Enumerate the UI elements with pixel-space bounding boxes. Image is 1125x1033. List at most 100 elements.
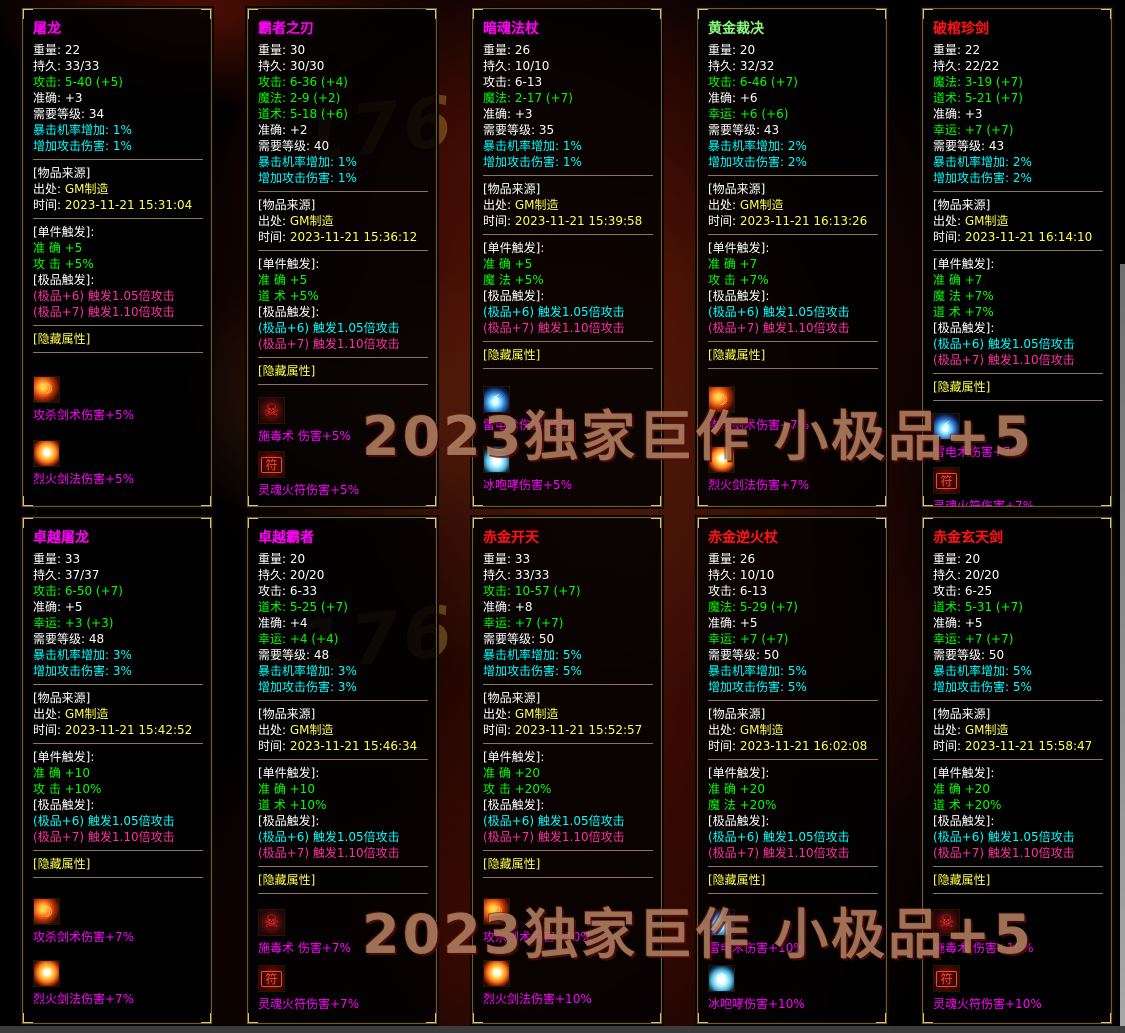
item-source-block: [物品来源] 出处: GM制造 时间: 2023-11-21 15:39:58 — [483, 181, 655, 229]
item-stats-block: 重量: 20 持久: 20/20 攻击: 6-33 道术: 5-25 (+7) 准确: … — [258, 551, 430, 695]
single-trigger-line: 准 确 +20 — [933, 782, 990, 796]
stat-line-持久: 持久: 33/33 — [483, 568, 550, 582]
source-origin-line: 出处: GM制造 — [33, 707, 109, 721]
section-divider — [933, 866, 1103, 867]
single-trigger-line: 准 确 +5 — [33, 241, 83, 255]
stat-line-重量: 重量: 20 — [258, 552, 306, 566]
hidden-attrs-items: ⚡ 雷电术伤害+10% ❄ 冰咆哮伤害+10% — [708, 899, 880, 1017]
source-time-value: 2023-11-21 16:14:10 — [964, 230, 1093, 244]
source-time-value: 2023-11-21 15:42:52 — [64, 723, 193, 737]
item-tooltip-panel: 卓越霸者 重量: 20 持久: 20/20 攻击: 6-33 道术: 5-25 (+7… — [247, 517, 437, 1024]
stat-line-幸运: 幸运: +7 (+7) — [933, 123, 1014, 137]
section-divider — [258, 191, 428, 192]
source-time-line: 时间: 2023-11-21 16:14:10 — [933, 230, 1093, 244]
hidden-attr-text: 灵魂火符伤害+7% — [933, 499, 1035, 507]
source-time-line: 时间: 2023-11-21 15:58:47 — [933, 739, 1093, 753]
section-divider — [258, 357, 428, 358]
hidden-attr-item: ☠ 施毒术 伤害+10% — [933, 906, 1105, 956]
section-divider — [483, 877, 653, 878]
section-divider — [483, 368, 653, 369]
stat-line-需要等级: 需要等级: 43 — [933, 139, 1005, 153]
stat-line-准确: 准确: +5 — [33, 600, 83, 614]
stat-line-攻击: 攻击: 6-25 — [933, 584, 993, 598]
panel-corner-ornament — [698, 9, 708, 19]
item-stats-block: 重量: 22 持久: 33/33 攻击: 5-40 (+5) 准确: +3 需要等级: … — [33, 42, 205, 154]
single-trigger-line: 准 确 +5 — [483, 257, 533, 271]
section-divider — [483, 684, 653, 685]
source-origin-value: GM制造 — [964, 214, 1009, 228]
source-origin-line: 出处: GM制造 — [708, 198, 784, 212]
elite-trigger-line: (极品+7) 触发1.10倍攻击 — [33, 305, 175, 319]
stat-line-增加攻击伤害: 增加攻击伤害: 3% — [33, 664, 132, 678]
hidden-attrs-header: [隐藏属性] — [483, 857, 541, 871]
section-divider — [708, 866, 878, 867]
source-origin-value: GM制造 — [514, 198, 559, 212]
hidden-attr-text: 攻杀剑术伤害+10% — [483, 930, 592, 944]
stat-line-需要等级: 需要等级: 48 — [33, 632, 105, 646]
section-divider — [33, 877, 203, 878]
single-trigger-line: 准 确 +7 — [708, 257, 758, 271]
item-stats-block: 重量: 26 持久: 10/10 攻击: 6-13 魔法: 5-29 (+7) 准确: … — [708, 551, 880, 695]
elite-trigger-header: [极品触发]: — [33, 798, 95, 812]
item-stats-block: 重量: 20 持久: 32/32 攻击: 6-46 (+7) 准确: +6 幸运: +6… — [708, 42, 880, 170]
hidden-attr-text: 烈火剑法伤害+5% — [33, 472, 135, 487]
single-trigger-line: 道 术 +7% — [933, 305, 994, 319]
stat-line-暴击机率增加: 暴击机率增加: 5% — [708, 664, 807, 678]
item-title: 暗魂法杖 — [483, 21, 539, 37]
hidden-attr-text: 施毒术 伤害+5% — [258, 429, 351, 443]
hidden-attr-item: ☠ 施毒术 伤害+7% — [258, 906, 430, 956]
panel-corner-ornament — [876, 9, 886, 19]
elite-trigger-line: (极品+6) 触发1.05倍攻击 — [33, 289, 175, 303]
source-time-value: 2023-11-21 16:02:08 — [739, 739, 868, 753]
source-origin-value: GM制造 — [739, 198, 784, 212]
hidden-attr-item: ☠ 施毒术 伤害+5% — [258, 394, 430, 444]
item-triggers-block: [单件触发]: 准 确 +5 魔 法 +5% [极品触发]: (极品+6) 触发1.05… — [483, 240, 655, 336]
source-origin-value: GM制造 — [64, 707, 109, 721]
elite-trigger-line: (极品+7) 触发1.10倍攻击 — [483, 321, 625, 335]
item-source-block: [物品来源] 出处: GM制造 时间: 2023-11-21 15:46:34 — [258, 706, 430, 754]
single-trigger-line: 道 术 +10% — [258, 798, 327, 812]
source-time-line: 时间: 2023-11-21 16:13:26 — [708, 214, 868, 228]
source-origin-line: 出处: GM制造 — [483, 198, 559, 212]
stat-line-持久: 持久: 37/37 — [33, 568, 100, 582]
source-time-line: 时间: 2023-11-21 15:46:34 — [258, 739, 418, 753]
source-header: [物品来源] — [933, 707, 991, 721]
panel-corner-ornament — [1101, 1013, 1111, 1023]
sword-skill-icon: ☽ — [708, 386, 735, 414]
stat-line-持久: 持久: 30/30 — [258, 59, 325, 73]
stat-line-道术: 道术: 5-31 (+7) — [933, 600, 1023, 614]
stat-line-幸运: 幸运: +7 (+7) — [708, 632, 789, 646]
panel-corner-ornament — [876, 1013, 886, 1023]
stat-line-需要等级: 需要等级: 43 — [708, 123, 780, 137]
item-tooltip-panel: 破棺珍剑 重量: 22 持久: 22/22 魔法: 3-19 (+7) 道术: 5-2… — [922, 8, 1112, 507]
stat-line-持久: 持久: 33/33 — [33, 59, 100, 73]
stat-line-持久: 持久: 32/32 — [708, 59, 775, 73]
hidden-attr-item: ☽ 攻杀剑术伤害+7% — [708, 383, 880, 433]
stat-line-重量: 重量: 26 — [483, 43, 531, 57]
single-trigger-line: 魔 法 +7% — [933, 289, 994, 303]
stat-line-准确: 准确: +6 — [708, 91, 758, 105]
panel-corner-ornament — [923, 518, 933, 528]
stat-line-需要等级: 需要等级: 34 — [33, 107, 105, 121]
panel-corner-ornament — [201, 518, 211, 528]
elite-trigger-header: [极品触发]: — [258, 305, 320, 319]
item-source-block: [物品来源] 出处: GM制造 时间: 2023-11-21 16:13:26 — [708, 181, 880, 229]
elite-trigger-header: [极品触发]: — [933, 321, 995, 335]
source-time-value: 2023-11-21 15:36:12 — [289, 230, 418, 244]
item-title: 赤金开天 — [483, 530, 539, 546]
panel-corner-ornament — [1101, 496, 1111, 506]
stat-line-准确: 准确: +4 — [258, 616, 308, 630]
elite-trigger-header: [极品触发]: — [483, 289, 545, 303]
source-header: [物品来源] — [708, 707, 766, 721]
panel-corner-ornament — [1101, 518, 1111, 528]
stat-line-持久: 持久: 10/10 — [483, 59, 550, 73]
item-tooltip-panel: 赤金开天 重量: 33 持久: 33/33 攻击: 10-57 (+7) 准确: +8… — [472, 517, 662, 1024]
stat-line-增加攻击伤害: 增加攻击伤害: 3% — [258, 680, 357, 694]
hidden-attr-item: 烈火剑法伤害+7% — [33, 957, 205, 1007]
stat-line-暴击机率增加: 暴击机率增加: 2% — [708, 139, 807, 153]
panel-corner-ornament — [651, 1013, 661, 1023]
item-title: 屠龙 — [33, 21, 61, 37]
stat-line-需要等级: 需要等级: 40 — [258, 139, 330, 153]
section-divider — [33, 325, 203, 326]
panel-corner-ornament — [23, 518, 33, 528]
